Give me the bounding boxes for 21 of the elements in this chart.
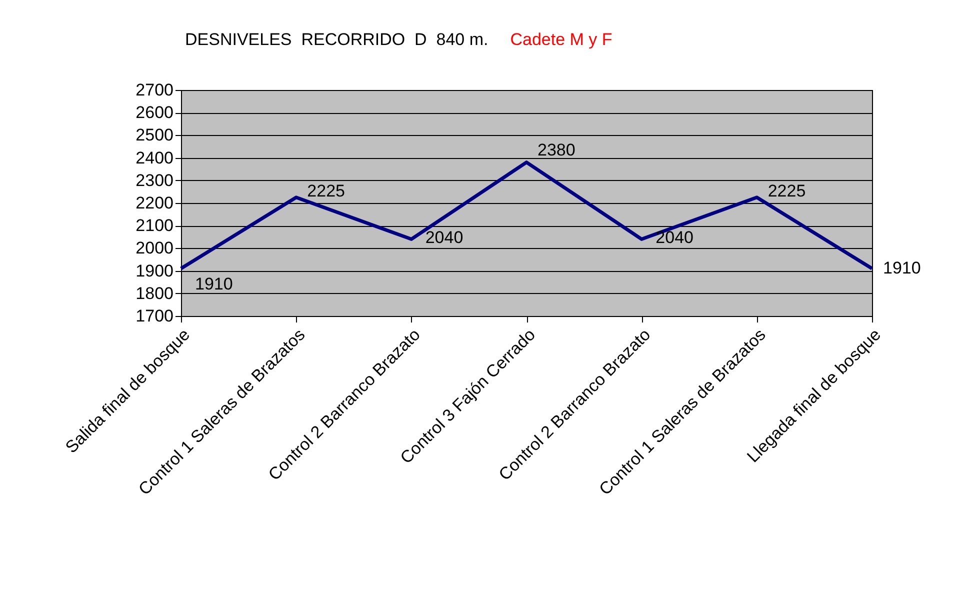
y-tick-label: 1700 (136, 306, 174, 326)
data-label: 2040 (425, 228, 464, 248)
data-label: 1910 (195, 274, 233, 294)
data-label: 2040 (656, 228, 694, 248)
data-label: 1910 (883, 258, 921, 278)
y-tick-label: 2000 (136, 238, 174, 258)
y-tick-label: 1900 (136, 261, 174, 280)
y-tick-label: 1800 (136, 284, 174, 303)
y-tick-label: 2100 (136, 216, 174, 236)
chart-title: DESNIVELES RECORRIDO D 840 m. (185, 30, 488, 49)
data-label: 2225 (307, 181, 345, 200)
y-tick-label: 2300 (136, 170, 174, 190)
y-tick-label: 2700 (136, 80, 174, 100)
chart-subtitle: Cadete M y F (510, 30, 612, 49)
line-series (179, 160, 874, 270)
data-label: 2380 (538, 140, 576, 160)
y-tick-label: 2500 (136, 126, 174, 145)
y-tick-label: 2600 (136, 103, 174, 122)
y-tick-label: 2400 (136, 148, 174, 168)
y-tick-label: 2200 (136, 194, 174, 212)
data-label: 2225 (768, 181, 806, 200)
